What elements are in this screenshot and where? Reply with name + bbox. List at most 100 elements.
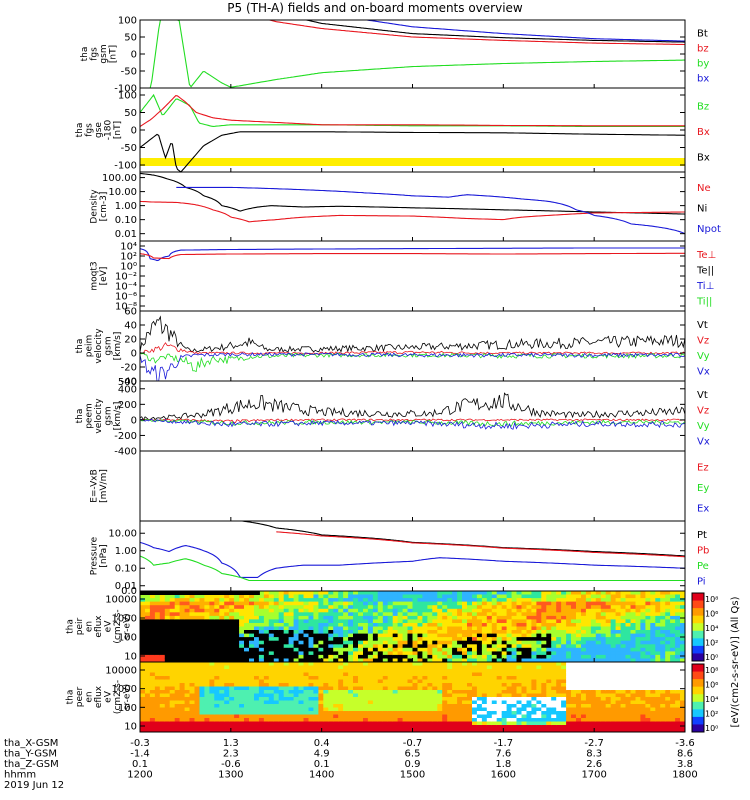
svg-text:velocity: velocity bbox=[94, 398, 104, 434]
xaxis-tick-value: 1400 bbox=[309, 770, 334, 781]
xaxis-tick-value: -0.7 bbox=[403, 738, 423, 749]
series-peem-Vx bbox=[139, 418, 686, 430]
xaxis-tick-value: -0.3 bbox=[130, 738, 150, 749]
ytick-label: 10.00 bbox=[108, 529, 137, 540]
svg-text:(cm2-s-: (cm2-s- bbox=[113, 680, 123, 714]
heatmap-peir bbox=[140, 591, 686, 663]
ytick-label: -100 bbox=[114, 84, 137, 95]
ytick-label: 10000 bbox=[105, 666, 137, 677]
svg-text:gsm: gsm bbox=[99, 44, 109, 63]
ytick-label: -100 bbox=[114, 161, 137, 172]
colorbar-tick: 10² bbox=[705, 639, 718, 648]
svg-text:[mV/m]: [mV/m] bbox=[99, 469, 109, 503]
colorbar-label: [eV/(cm2-s-sr-eV)] (All Qs) bbox=[730, 596, 741, 727]
colorbar-tick: 10² bbox=[705, 710, 718, 719]
xaxis-tick-value: -0.6 bbox=[221, 759, 241, 770]
panel-efield: E=-VxB [mV/m] Ez Ey Ex bbox=[89, 450, 709, 522]
series-density-Ni bbox=[139, 172, 686, 215]
svg-text:[km/s]: [km/s] bbox=[113, 402, 123, 431]
ytick-label: 500 bbox=[118, 377, 137, 388]
series-peim-Vz bbox=[139, 342, 686, 355]
legend-Vz: Vz bbox=[697, 405, 709, 416]
ytick-label: 10⁴ bbox=[120, 242, 137, 253]
ytick-label: 100.00 bbox=[102, 173, 137, 184]
svg-text:[nT]: [nT] bbox=[108, 45, 118, 63]
series-pressure-Pe bbox=[139, 555, 685, 582]
legend-Vx: Vx bbox=[697, 436, 710, 447]
ytick-label: 0 bbox=[131, 126, 137, 137]
svg-text:tha: tha bbox=[66, 690, 76, 705]
xaxis-tick-value: 1200 bbox=[127, 770, 152, 781]
legend-Te||: Te|| bbox=[696, 265, 714, 276]
xaxis-tick-value: 0.1 bbox=[314, 759, 330, 770]
legend-Vt: Vt bbox=[697, 320, 708, 331]
xaxis-row-label: tha_X-GSM bbox=[4, 738, 58, 749]
svg-text:[nPa]: [nPa] bbox=[99, 544, 109, 567]
xaxis-tick-value: 8.6 bbox=[677, 749, 693, 760]
panel-fgs_gsm: 100 50 0 -50 -100 tha fgs gsm [nT] Bt bz by bx bbox=[80, 16, 710, 95]
xaxis-tick-value: -1.7 bbox=[494, 738, 514, 749]
ylabel-peer: tha peer en eflux eV (cm2-s-sr-eV) bbox=[66, 680, 133, 714]
colorbar-tick: 10⁸ bbox=[705, 666, 718, 675]
legend-Vt: Vt bbox=[697, 390, 708, 401]
ytick-label: -20 bbox=[121, 363, 137, 374]
xaxis-tick-value: 2.6 bbox=[586, 759, 602, 770]
svg-text:en: en bbox=[85, 691, 95, 702]
xaxis-tick-value: 6.5 bbox=[405, 749, 421, 760]
colorbar-tick: 10⁴ bbox=[705, 695, 718, 704]
ytick-label: 1000 bbox=[112, 614, 137, 625]
svg-text:E=-VxB: E=-VxB bbox=[89, 469, 99, 503]
legend-Ey: Ey bbox=[697, 483, 709, 494]
page-title: P5 (TH-A) fields and on-board moments ov… bbox=[227, 1, 523, 15]
ytick-label: 400 bbox=[118, 384, 137, 395]
ytick-label: 10⁻⁴ bbox=[115, 282, 137, 293]
svg-text:sr-eV): sr-eV) bbox=[123, 613, 133, 639]
legend-Te⊥: Te⊥ bbox=[696, 250, 716, 261]
legend-Bx: Bx bbox=[697, 127, 710, 138]
xaxis-row-label: tha_Z-GSM bbox=[4, 759, 59, 770]
legend-Pb: Pb bbox=[697, 545, 709, 556]
ylabel-moqt3: moqt3 [eV] bbox=[89, 261, 109, 290]
svg-text:tha: tha bbox=[80, 47, 90, 62]
svg-text:[nT]: [nT] bbox=[113, 121, 123, 139]
legend-Bt: Bt bbox=[697, 29, 708, 40]
xaxis-row-label: hhmm bbox=[4, 770, 36, 781]
ytick-label: 10⁻² bbox=[115, 272, 137, 283]
xaxis-tick-value: 1500 bbox=[400, 770, 425, 781]
ylabel-efield: E=-VxB [mV/m] bbox=[89, 469, 109, 503]
svg-text:gse: gse bbox=[94, 122, 104, 138]
legend-Ti||: Ti|| bbox=[696, 296, 712, 307]
svg-text:Pressure: Pressure bbox=[89, 536, 99, 575]
legend-Bx: Bx bbox=[697, 152, 710, 163]
series-pressure-Pb bbox=[276, 531, 686, 558]
xaxis-tick-value: 1300 bbox=[218, 770, 243, 781]
ytick-label: -400 bbox=[114, 447, 137, 458]
colorbar: 10⁸ 10⁶ 10⁴ 10² 10⁰ 10⁸ 10⁶ 10⁴ 10² 10⁰ [eV/(cm2-s… bbox=[691, 592, 741, 733]
svg-text:[cm-3]: [cm-3] bbox=[99, 192, 109, 222]
legend-Ti⊥: Ti⊥ bbox=[696, 281, 714, 292]
xaxis-tick-value: 4.9 bbox=[314, 749, 330, 760]
ytick-label: 10 bbox=[124, 722, 137, 733]
ylabel-peem: tha peem velocity gsm [km/s] bbox=[75, 398, 123, 434]
svg-text:gsm: gsm bbox=[104, 406, 114, 425]
ytick-label: 60 bbox=[124, 307, 137, 318]
legend-bx: bx bbox=[697, 74, 709, 85]
ytick-label: 0.10 bbox=[115, 564, 137, 575]
svg-text:peim: peim bbox=[85, 335, 95, 358]
xaxis-tick-value: -2.7 bbox=[584, 738, 604, 749]
ytick-label: -40 bbox=[121, 377, 137, 388]
xaxis-tick-value: 8.3 bbox=[586, 749, 602, 760]
ytick-label: 100 bbox=[118, 703, 137, 714]
svg-text:tha: tha bbox=[66, 619, 76, 634]
svg-text:peir: peir bbox=[75, 617, 85, 635]
legend-Ni: Ni bbox=[697, 204, 707, 215]
svg-text:(cm2-s-: (cm2-s- bbox=[113, 609, 123, 643]
svg-text:tha: tha bbox=[75, 409, 85, 424]
legend-Ne: Ne bbox=[697, 183, 711, 194]
x-axis: tha_X-GSM -0.3 1.3 0.4 -0.7 -1.7 -2.7 -3.6 tha_Y… bbox=[4, 738, 698, 791]
xaxis-tick-value: 1800 bbox=[672, 770, 697, 781]
ylabel-fgs_gsm: tha fgs gsm [nT] bbox=[80, 44, 119, 63]
ytick-label: -200 bbox=[114, 431, 137, 442]
ylabel-pressure: Pressure [nPa] bbox=[89, 536, 109, 575]
